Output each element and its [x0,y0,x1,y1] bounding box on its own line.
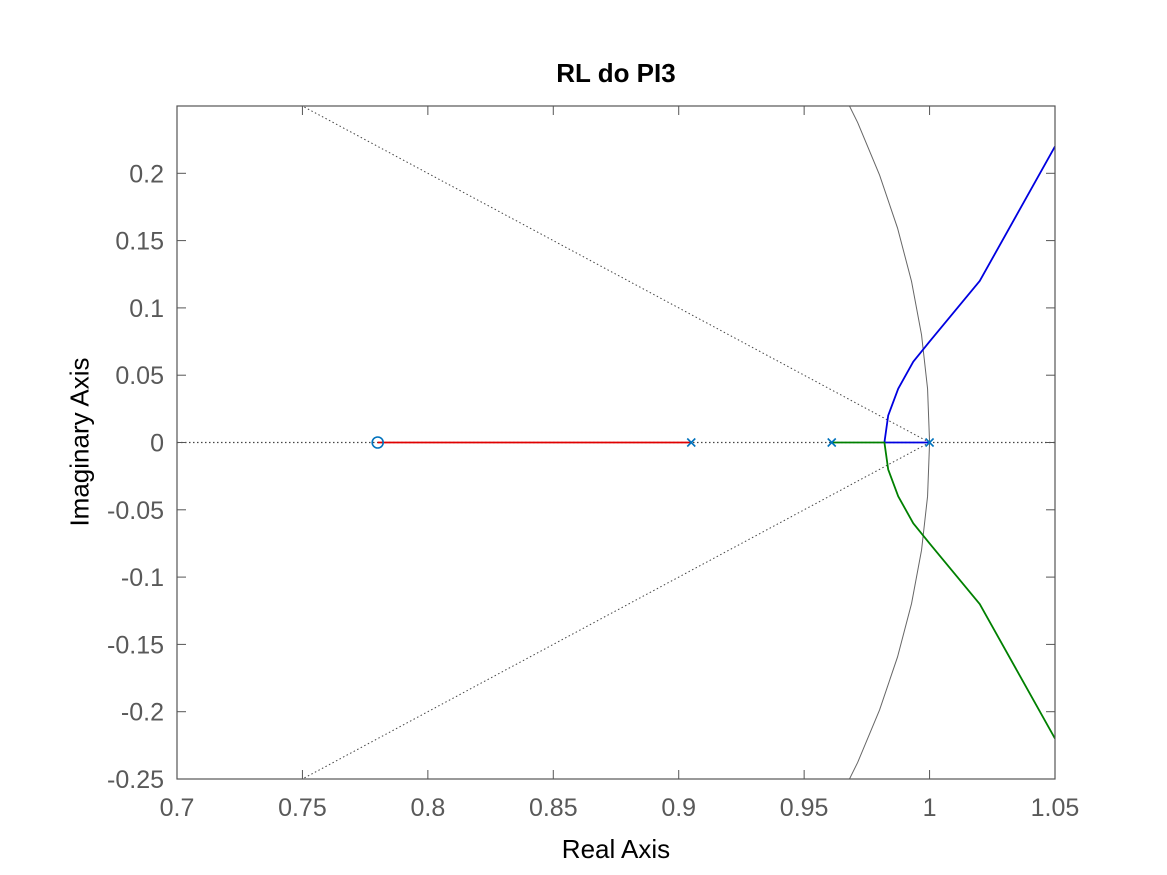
x-axis-label: Real Axis [561,834,671,864]
y-tick-label: -0.2 [121,699,164,727]
damping-guide-upper [302,106,930,443]
x-tick-label: 0.8 [410,794,445,822]
y-tick-label: -0.05 [107,497,164,525]
chart-title: RL do PI3 [556,58,676,88]
pole-marker [686,437,696,448]
y-axis-label: Imaginary Axis [64,357,95,527]
x-tick-label: 0.7 [160,794,195,822]
x-tick-label: 1.05 [1031,794,1080,822]
y-tick-label: 0.1 [129,295,164,323]
y-tick-label: 0.15 [115,228,164,256]
x-tick-label: 1 [923,794,937,822]
pole-marker [925,437,935,448]
zero-marker [371,436,384,449]
plot-content [177,106,1055,779]
locus-branch-2 [883,145,1055,444]
y-tick-label: -0.1 [121,564,164,592]
locus-branch-3 [831,441,1055,740]
pole-marker [827,437,837,448]
damping-guide-lower [302,442,930,779]
y-tick-label: -0.25 [107,766,164,794]
x-tick-label: 0.95 [780,794,829,822]
x-tick-label: 0.85 [529,794,578,822]
y-tick-label: 0.05 [115,362,164,390]
y-tick-label: 0 [150,430,164,458]
x-tick-label: 0.75 [278,794,327,822]
x-tick-label: 0.9 [661,794,696,822]
y-tick-label: -0.15 [107,631,164,659]
y-tick-label: 0.2 [129,160,164,188]
